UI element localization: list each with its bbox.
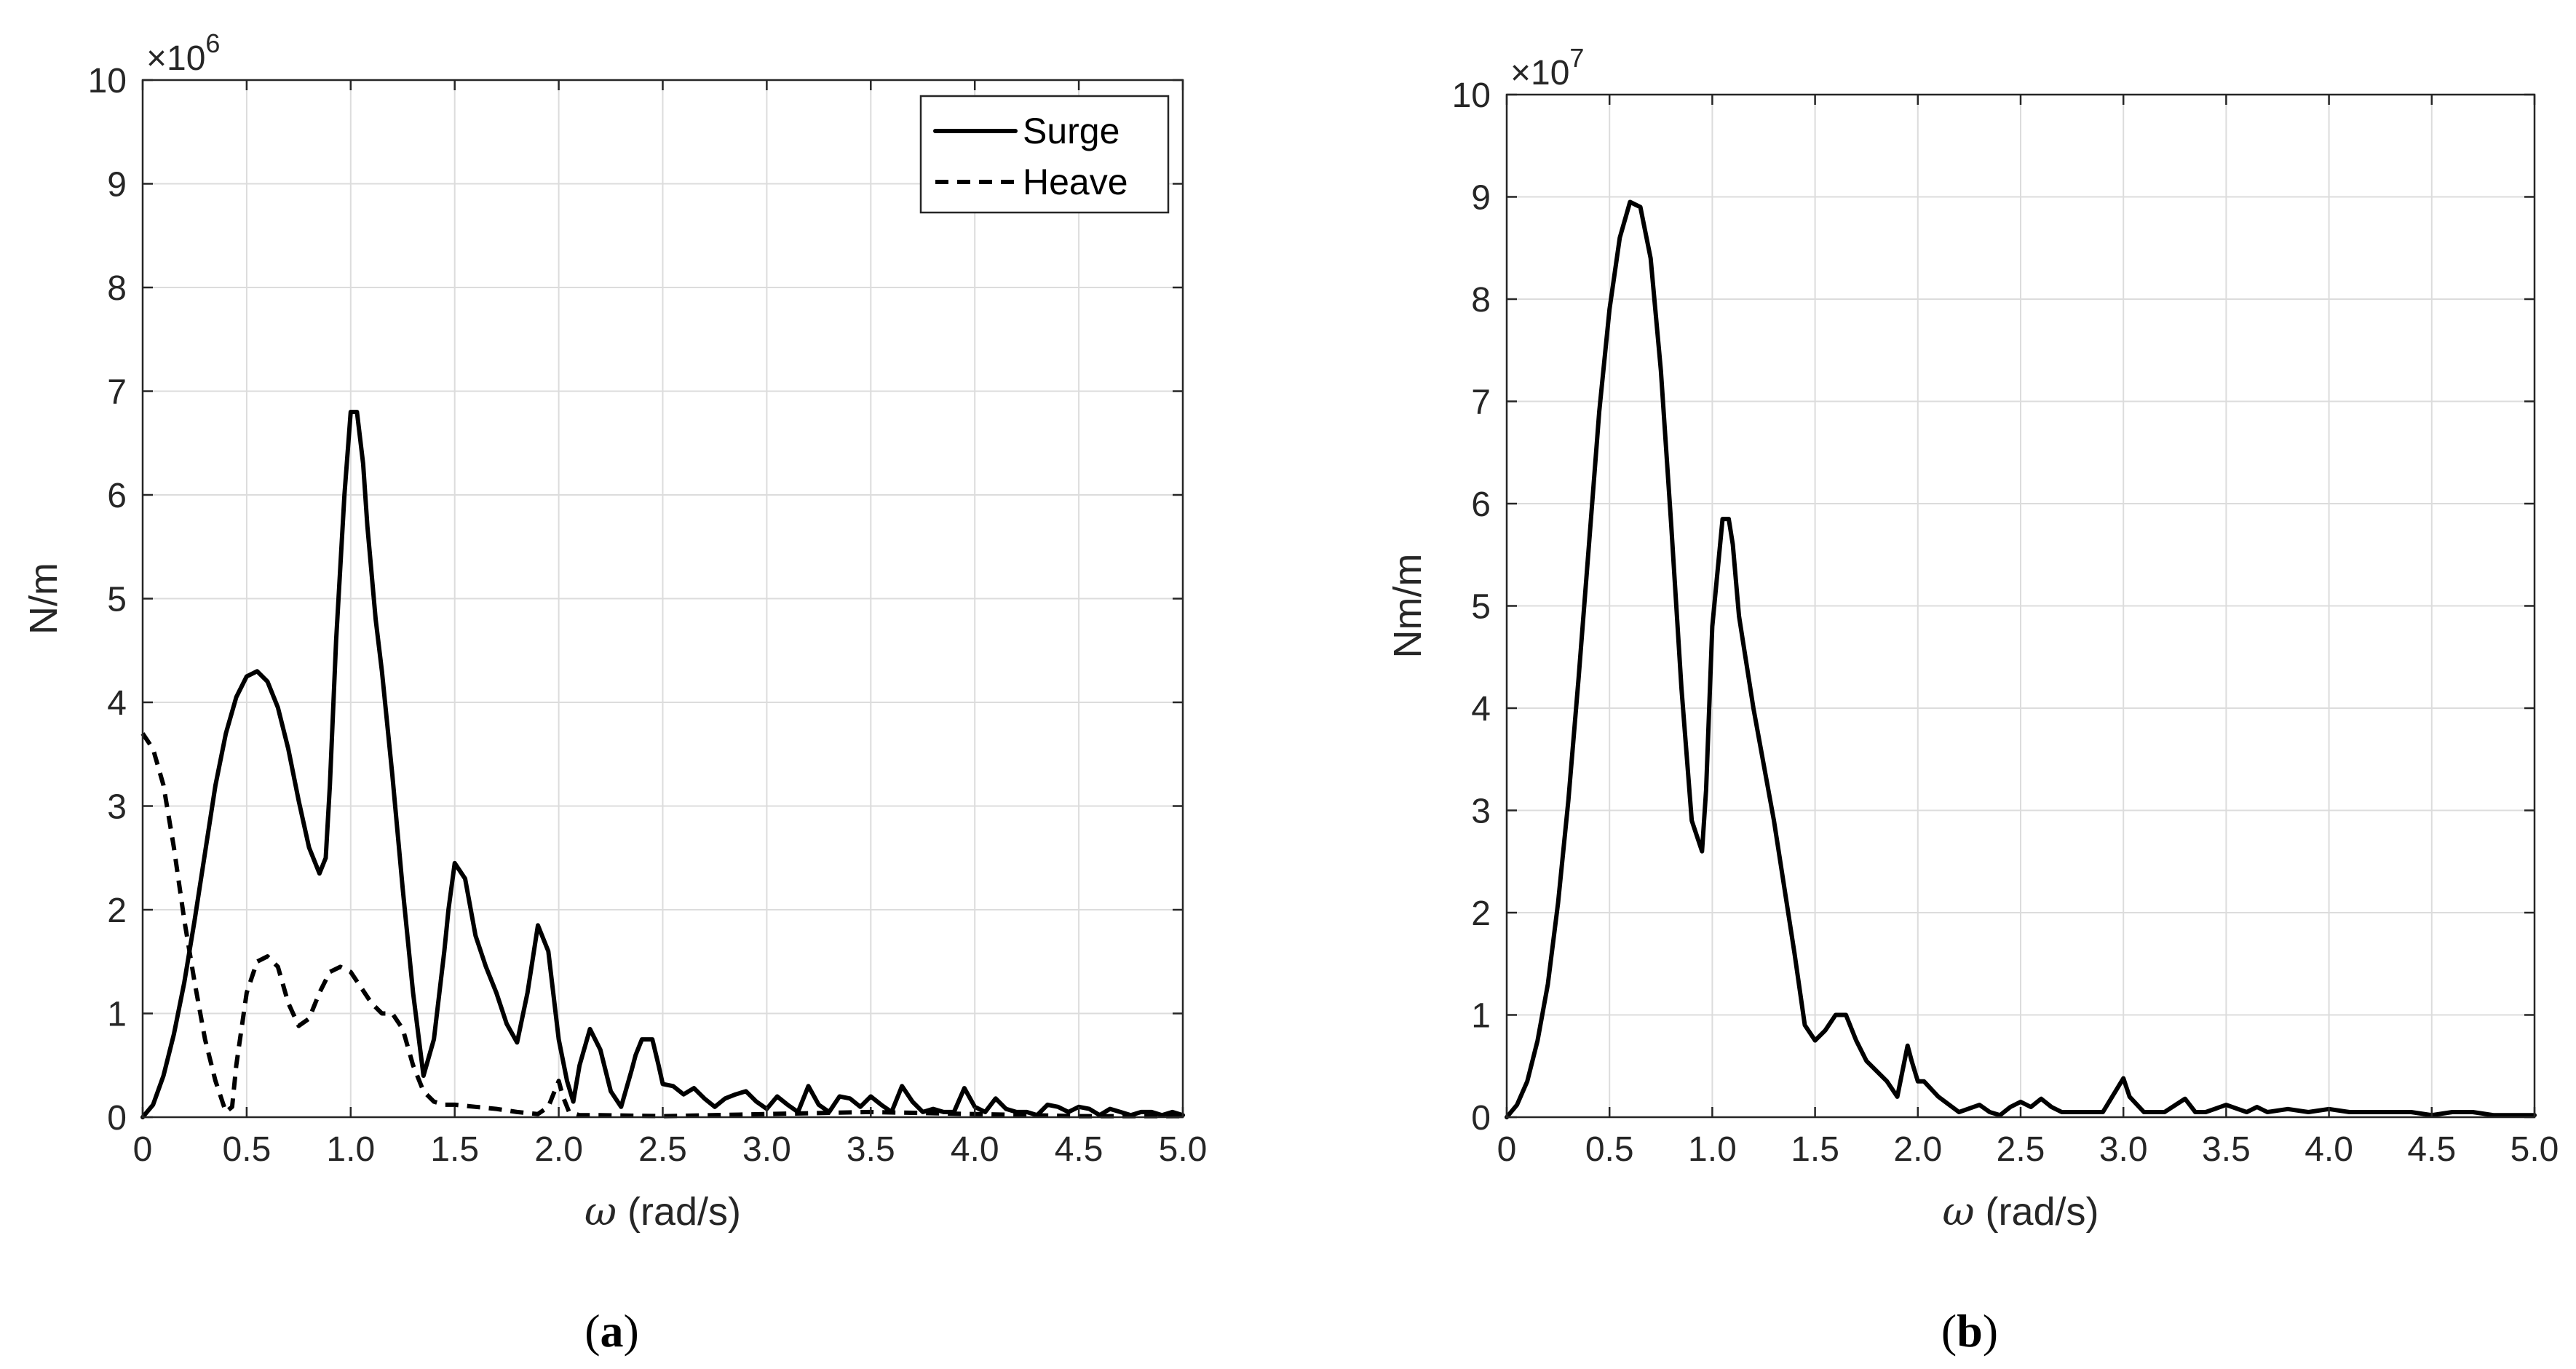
y-tick-label: 4 (1471, 690, 1491, 729)
x-tick-label: 3.5 (2202, 1130, 2251, 1169)
legend-box (919, 95, 1170, 214)
y-tick-label: 2 (1471, 894, 1491, 933)
x-tick-label: 0 (133, 1130, 153, 1169)
y-tick-label: 9 (1471, 179, 1491, 218)
y-tick-label: 8 (1471, 281, 1491, 320)
exponent-base: ×10 (146, 39, 205, 78)
panel-label-open: ( (1941, 1305, 1957, 1357)
x-tick-label: 4.5 (1055, 1130, 1103, 1169)
y-exponent-label: ×107 (1510, 43, 1584, 92)
x-tick-label: 5.0 (1159, 1130, 1208, 1169)
x-axis-unit: (rad/s) (1975, 1190, 2099, 1234)
x-axis-unit: (rad/s) (617, 1190, 741, 1234)
x-tick-label: 2.0 (1893, 1130, 1942, 1169)
legend: Surge Heave (919, 95, 1170, 214)
x-axis-label: ω (rad/s) (584, 1189, 741, 1234)
y-tick-label: 4 (107, 684, 127, 723)
x-tick-label: 2.5 (638, 1130, 687, 1169)
grid (1506, 94, 2535, 1118)
x-tick-label: 3.0 (742, 1130, 791, 1169)
legend-label-heave: Heave (1023, 162, 1128, 202)
panel-label: (b) (1941, 1305, 1998, 1357)
panel-label-open: ( (584, 1305, 600, 1357)
x-tick-label: 3.0 (2099, 1130, 2148, 1169)
y-tick-label: 5 (107, 581, 127, 619)
chart-panel-a: 0 0.5 1.0 1.5 2.0 2.5 3.0 3.5 4.0 4.5 5.0 0 1 2 3 4 5 6 7 8… (22, 28, 1207, 1357)
exponent-base: ×10 (1510, 54, 1569, 92)
x-tick-label: 5.0 (2510, 1130, 2559, 1169)
y-tick-label: 0 (1471, 1099, 1491, 1138)
x-axis-symbol: ω (584, 1189, 617, 1234)
x-tick-label: 4.0 (2304, 1130, 2353, 1169)
y-tick-label: 10 (88, 62, 127, 100)
y-tick-label: 6 (107, 477, 127, 515)
x-tick-label: 1.5 (1791, 1130, 1839, 1169)
x-tick-label: 0.5 (1585, 1130, 1634, 1169)
y-exponent-label: ×106 (146, 28, 220, 78)
panel-label-letter: a (601, 1305, 624, 1357)
y-tick-label: 6 (1471, 485, 1491, 524)
y-tick-label: 8 (107, 269, 127, 308)
series-line-surge (140, 410, 1185, 1119)
y-tick-label: 1 (107, 996, 127, 1034)
x-tick-label: 4.5 (2407, 1130, 2456, 1169)
x-tick-label: 1.5 (430, 1130, 479, 1169)
panel-label-close: ) (1983, 1305, 1998, 1357)
y-tick-label: 3 (107, 788, 127, 827)
y-tick-label: 0 (107, 1099, 127, 1138)
grid (142, 79, 1184, 1118)
panel-label: (a) (584, 1305, 639, 1357)
panel-label-letter: b (1957, 1305, 1983, 1357)
exponent-power: 6 (205, 28, 220, 58)
y-tick-label: 3 (1471, 793, 1491, 831)
series-line-heave (140, 732, 1183, 1119)
x-axis-label: ω (rad/s) (1942, 1189, 2099, 1234)
y-tick-label: 9 (107, 166, 127, 205)
y-tick-label: 7 (1471, 384, 1491, 422)
y-tick-label: 5 (1471, 588, 1491, 627)
x-tick-label: 0 (1497, 1130, 1517, 1169)
x-tick-label: 2.0 (534, 1130, 583, 1169)
legend-label-surge: Surge (1023, 111, 1119, 151)
x-tick-label: 4.0 (951, 1130, 999, 1169)
x-tick-label: 0.5 (223, 1130, 272, 1169)
y-axis-label: N/m (22, 563, 66, 635)
series-line-pitch (1505, 199, 2537, 1119)
y-tick-label: 7 (107, 373, 127, 412)
y-tick-label: 10 (1452, 76, 1491, 115)
chart-panel-b: 0 0.5 1.0 1.5 2.0 2.5 3.0 3.5 4.0 4.5 5.0 0 1 2 3 4 5 6 7 8… (1386, 43, 2559, 1357)
y-axis-label: Nm/m (1386, 554, 1430, 659)
panel-label-close: ) (624, 1305, 639, 1357)
x-tick-label: 1.0 (326, 1130, 375, 1169)
y-tick-label: 1 (1471, 997, 1491, 1036)
x-tick-label: 1.0 (1688, 1130, 1737, 1169)
x-tick-label: 2.5 (1997, 1130, 2045, 1169)
y-tick-label: 2 (107, 892, 127, 930)
exponent-power: 7 (1569, 43, 1584, 73)
x-tick-label: 3.5 (847, 1130, 895, 1169)
x-axis-symbol: ω (1942, 1189, 1974, 1234)
